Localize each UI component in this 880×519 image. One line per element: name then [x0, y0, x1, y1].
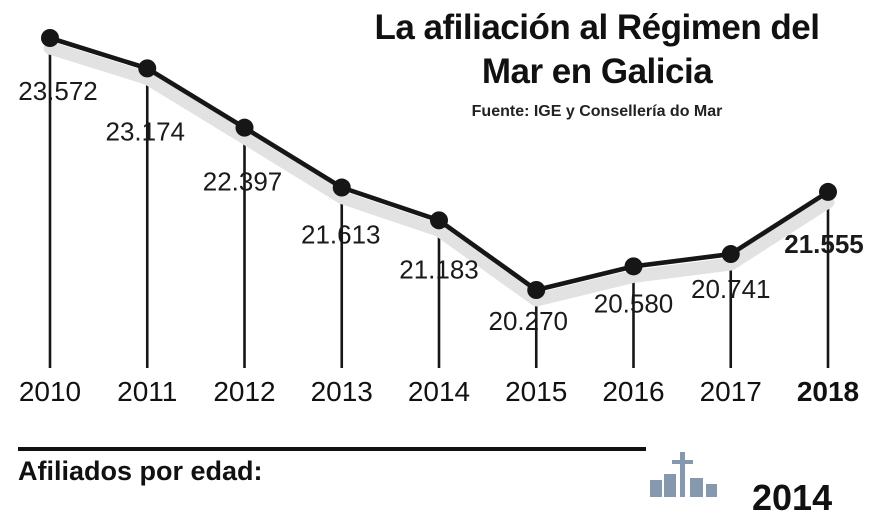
data-point-2014 — [430, 211, 448, 230]
value-label-2012: 22.397 — [203, 167, 283, 197]
year-label-2011: 2011 — [117, 376, 177, 407]
section-divider — [18, 447, 646, 451]
value-label-2011: 23.174 — [105, 116, 185, 146]
icon-block-3 — [690, 478, 703, 497]
infographic: 23.572 23.174 22.397 21.613 21.183 20.270 20.5… — [18, 6, 864, 518]
title-block: La afiliación al Régimen del Mar en Gali… — [352, 6, 842, 121]
value-label-2013: 21.613 — [301, 220, 381, 250]
port-skyline-icon — [650, 452, 717, 497]
data-point-2016 — [624, 257, 643, 276]
icon-block-1 — [650, 480, 662, 497]
data-point-2010 — [41, 29, 59, 47]
icon-block-2 — [664, 474, 676, 497]
value-label-2017: 20.741 — [691, 274, 771, 304]
year-label-2012: 2012 — [213, 376, 275, 407]
year-label-2013: 2013 — [311, 376, 373, 407]
value-label-2015: 20.270 — [488, 306, 568, 336]
age-section-year: 2014 — [752, 477, 833, 518]
age-section-heading: Afiliados por edad: — [18, 456, 263, 486]
year-label-2010: 2010 — [19, 376, 81, 407]
value-label-2010: 23.572 — [18, 76, 98, 106]
data-point-2012 — [235, 118, 254, 137]
year-label-2017: 2017 — [700, 376, 762, 407]
chart-title: La afiliación al Régimen del Mar en Gali… — [374, 8, 820, 91]
data-point-2017 — [721, 245, 740, 264]
value-label-2016: 20.580 — [594, 288, 674, 318]
year-label-2018: 2018 — [797, 376, 859, 407]
data-point-2015 — [527, 281, 546, 299]
value-label-2014: 21.183 — [399, 254, 479, 284]
year-label-2015: 2015 — [505, 376, 567, 407]
year-label-2016: 2016 — [602, 376, 664, 407]
data-point-2018 — [819, 182, 837, 201]
icon-block-4 — [706, 484, 717, 497]
line-shadow — [43, 41, 835, 307]
chart-source: Fuente: IGE y Consellería do Mar — [471, 102, 723, 120]
data-point-2011 — [138, 59, 157, 78]
icon-mast — [680, 452, 685, 497]
year-label-2014: 2014 — [408, 376, 470, 407]
value-label-2018: 21.555 — [784, 229, 864, 259]
data-point-2013 — [332, 178, 351, 197]
icon-crossbar — [672, 460, 693, 464]
